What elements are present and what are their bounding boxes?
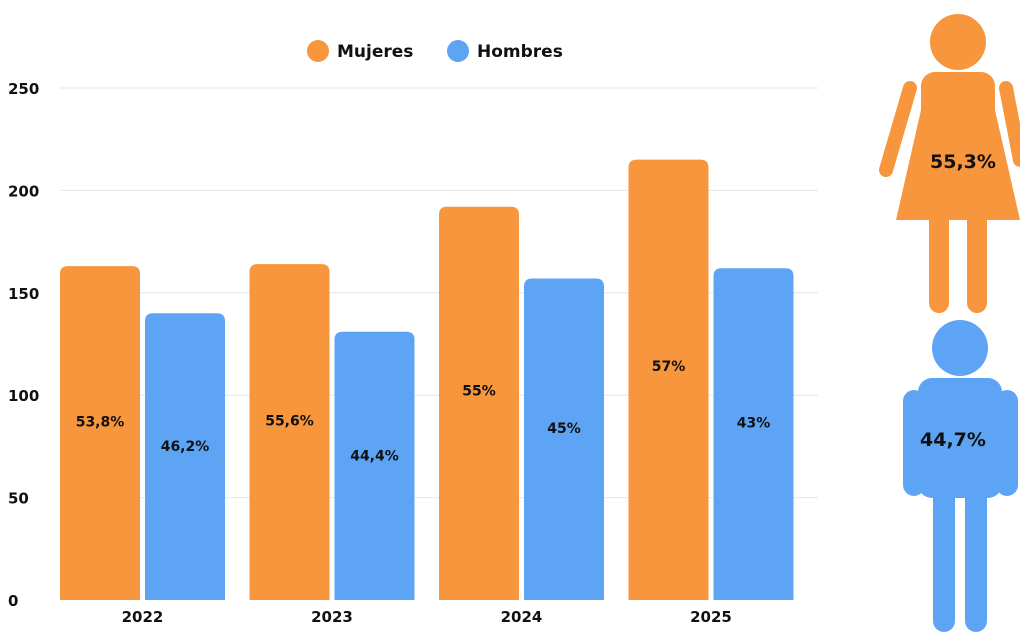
bars: 53,8% 46,2% 55,6% 44,4% 55% 45% 57% 43% — [60, 159, 794, 600]
bar-hombres-2025 — [713, 268, 794, 600]
y-axis-ticks: 0 50 100 150 200 250 — [8, 80, 39, 610]
bar-mujeres-2022 — [60, 266, 140, 600]
x-tick-label: 2023 — [311, 608, 353, 626]
data-label-mujeres-2022: 53,8% — [76, 414, 125, 430]
data-label-hombres-2025: 43% — [737, 415, 771, 431]
bar-hombres-2023 — [334, 331, 415, 600]
x-tick-label: 2025 — [690, 608, 732, 626]
y-tick-label: 150 — [8, 285, 39, 303]
y-tick-label: 0 — [8, 592, 18, 610]
y-tick-label: 200 — [8, 182, 39, 200]
data-label-mujeres-2024: 55% — [462, 384, 496, 400]
y-tick-label: 50 — [8, 490, 29, 508]
legend-label-hombres: Hombres — [477, 42, 563, 62]
woman-percentage: 55,3% — [930, 151, 996, 173]
man-icon: 44,7% — [903, 320, 1018, 632]
data-label-hombres-2022: 46,2% — [161, 439, 210, 455]
data-label-hombres-2023: 44,4% — [350, 448, 399, 464]
bar-mujeres-2025 — [628, 159, 709, 600]
legend-swatch-mujeres — [307, 40, 329, 62]
legend-label-mujeres: Mujeres — [337, 42, 413, 62]
x-tick-label: 2024 — [501, 608, 543, 626]
legend-swatch-hombres — [447, 40, 469, 62]
legend: Mujeres Hombres — [307, 40, 563, 62]
y-tick-label: 100 — [8, 387, 39, 405]
bar-hombres-2022 — [145, 313, 225, 600]
x-axis-labels: 2022 2023 2024 2025 — [122, 608, 732, 626]
x-tick-label: 2022 — [122, 608, 164, 626]
bar-mujeres-2024 — [439, 206, 519, 600]
woman-icon: 55,3% — [879, 14, 1020, 313]
bar-hombres-2024 — [524, 278, 604, 600]
data-label-hombres-2024: 45% — [547, 421, 581, 437]
bar-mujeres-2023 — [249, 264, 330, 600]
data-label-mujeres-2023: 55,6% — [265, 413, 314, 429]
man-percentage: 44,7% — [920, 429, 986, 451]
data-label-mujeres-2025: 57% — [652, 359, 686, 375]
y-tick-label: 250 — [8, 80, 39, 98]
